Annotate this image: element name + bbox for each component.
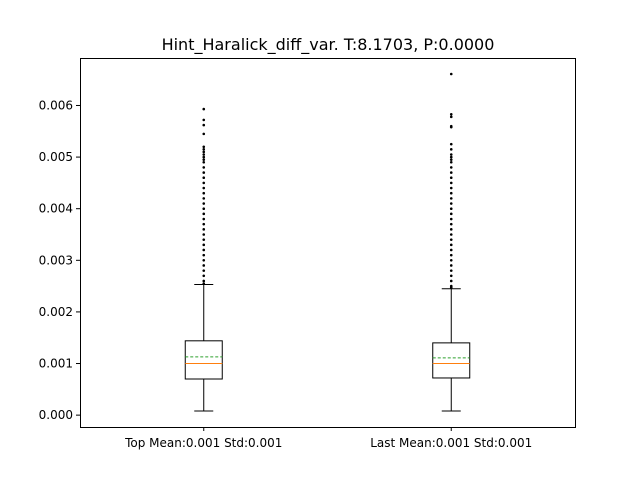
outlier-point (202, 243, 206, 247)
outlier-point (202, 153, 206, 156)
outlier-point (449, 222, 453, 226)
x-tick-label: Last Mean:0.001 Std:0.001 (370, 436, 532, 450)
y-tick-label: 0.000 (39, 408, 73, 422)
outlier-point (449, 72, 453, 76)
outlier-point (449, 186, 453, 190)
outlier-point (202, 160, 206, 164)
y-tick-label: 0.006 (39, 98, 73, 112)
axes-frame (80, 58, 576, 428)
outlier-point (202, 259, 206, 262)
outlier-point (202, 269, 206, 272)
outlier-point (449, 153, 453, 156)
outlier-point (449, 202, 453, 205)
outlier-point (202, 148, 206, 151)
outlier-point (202, 222, 206, 226)
outlier-point (449, 233, 453, 236)
outlier-point (449, 148, 453, 151)
outlier-point (202, 155, 206, 159)
outlier-point (202, 150, 206, 154)
outlier-point (202, 253, 206, 257)
outlier-point (202, 207, 206, 210)
chart-title: Hint_Haralick_diff_var. T:8.1703, P:0.00… (162, 35, 495, 55)
outlier-point (202, 233, 206, 236)
box-group: Top Mean:0.001 Std:0.001 (124, 107, 282, 450)
outlier-point (202, 248, 206, 252)
outlier-point (202, 274, 206, 278)
outlier-point (449, 274, 453, 278)
box-group: Last Mean:0.001 Std:0.001 (370, 72, 532, 450)
outlier-point (449, 191, 453, 195)
y-tick-label: 0.004 (39, 202, 73, 216)
outlier-point (449, 124, 453, 128)
outlier-point (202, 145, 206, 149)
outlier-point (449, 243, 453, 247)
outlier-point (449, 160, 453, 164)
outlier-point (449, 197, 453, 200)
outlier-point (202, 176, 206, 180)
outlier-point (449, 269, 453, 272)
outlier-point (449, 259, 453, 262)
outlier-point (202, 202, 206, 205)
y-tick-label: 0.002 (39, 305, 73, 319)
outlier-point (202, 181, 206, 185)
outlier-point (202, 197, 206, 200)
outlier-point (202, 158, 206, 161)
outlier-point (449, 181, 453, 185)
outlier-point (202, 282, 206, 285)
outlier-point (449, 238, 453, 241)
outlier-point (202, 186, 206, 190)
outlier-point (202, 132, 206, 136)
plot-area: 0.000 0.001 0.002 0.003 0.004 0.005 0.006 Top M… (39, 72, 532, 450)
outlier-point (202, 171, 206, 174)
iqr-box (184, 340, 223, 380)
outlier-point (449, 158, 453, 161)
outlier-point (202, 118, 206, 122)
outlier-point (449, 115, 453, 119)
outlier-point (449, 171, 453, 174)
y-tick-label: 0.001 (39, 357, 73, 371)
outlier-point (449, 142, 453, 146)
outlier-point (449, 207, 453, 210)
outlier-point (202, 264, 206, 267)
y-tick-label: 0.003 (39, 253, 73, 267)
outlier-point (449, 228, 453, 231)
outlier-point (202, 212, 206, 216)
outlier-point (449, 112, 453, 116)
outlier-point (202, 238, 206, 241)
outlier-point (449, 279, 453, 283)
outlier-point (449, 212, 453, 216)
outlier-point (202, 107, 206, 111)
x-tick-label: Top Mean:0.001 Std:0.001 (124, 436, 282, 450)
outlier-point (202, 191, 206, 195)
outlier-point (449, 248, 453, 252)
outlier-point (449, 253, 453, 257)
outlier-point (202, 228, 206, 231)
outlier-point (449, 264, 453, 267)
outlier-point (202, 217, 206, 221)
outlier-point (202, 279, 206, 283)
y-tick-label: 0.005 (39, 150, 73, 164)
outlier-point (449, 217, 453, 221)
outlier-point (449, 166, 453, 169)
outlier-point (449, 176, 453, 180)
iqr-box (432, 342, 471, 379)
outlier-point (202, 166, 206, 169)
outlier-point (449, 155, 453, 159)
outlier-point (202, 123, 206, 127)
outlier-point (449, 284, 453, 288)
